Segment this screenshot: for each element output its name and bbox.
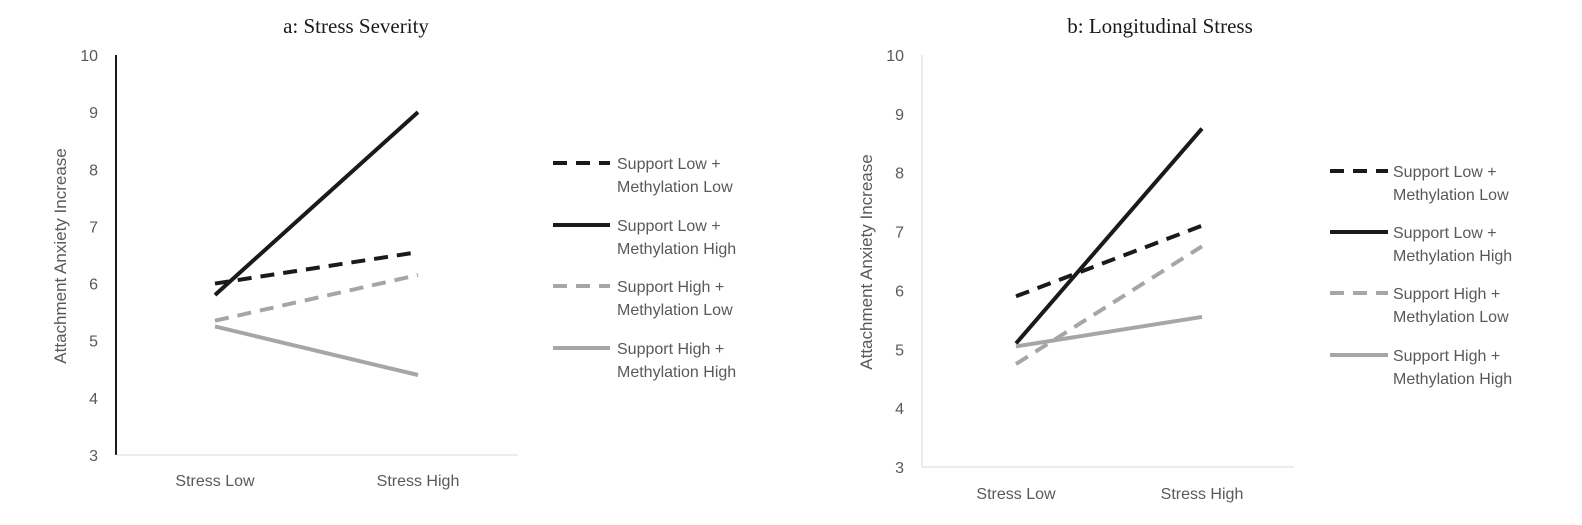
- x-tick-label: Stress High: [1161, 486, 1244, 503]
- y-tick-label: 5: [89, 334, 98, 351]
- y-tick-label: 9: [895, 107, 904, 124]
- legend-label: Methylation Low: [617, 179, 733, 196]
- chart-0: a: Stress Severity 3 4 5 6 7 8 9 10 Attachment An…: [51, 14, 736, 490]
- legend-label: Support Low +: [1393, 164, 1497, 181]
- chart-1: b: Longitudinal Stress 3 4 5 6 7 8 9 10 Attachmen…: [857, 14, 1512, 503]
- legend-label: Methylation High: [1393, 371, 1512, 388]
- series-line-3: [1015, 314, 1203, 349]
- y-tick-label: 9: [89, 105, 98, 122]
- legend-label: Support Low +: [617, 156, 721, 173]
- series-line-1: [213, 110, 420, 297]
- series-line-0: [214, 250, 419, 286]
- series-line-2: [214, 273, 419, 323]
- series-line-3: [214, 324, 419, 377]
- y-tick-label: 3: [895, 460, 904, 477]
- legend-label: Methylation Low: [617, 302, 733, 319]
- y-tick-label: 7: [89, 219, 98, 236]
- y-tick-label: 10: [886, 48, 904, 65]
- legend-label: Methylation Low: [1393, 187, 1509, 204]
- y-tick-label: 8: [895, 166, 904, 183]
- series-line-1: [1014, 127, 1204, 345]
- chart-title: b: Longitudinal Stress: [1067, 14, 1253, 38]
- x-tick-label: Stress Low: [175, 473, 255, 490]
- legend-label: Support High +: [617, 341, 724, 358]
- y-tick-label: 10: [80, 48, 98, 65]
- y-tick-label: 4: [895, 401, 904, 418]
- legend-label: Support High +: [617, 279, 724, 296]
- series-line-0: [1015, 223, 1203, 299]
- y-tick-label: 6: [895, 283, 904, 300]
- x-tick-label: Stress High: [377, 473, 460, 490]
- x-tick-label: Stress Low: [976, 486, 1056, 503]
- legend-label: Methylation High: [1393, 248, 1512, 265]
- y-tick-label: 7: [895, 225, 904, 242]
- y-tick-label: 6: [89, 277, 98, 294]
- legend-label: Support High +: [1393, 286, 1500, 303]
- y-tick-label: 3: [89, 448, 98, 465]
- legend-label: Support High +: [1393, 348, 1500, 365]
- y-tick-label: 4: [89, 391, 98, 408]
- legend-label: Support Low +: [617, 218, 721, 235]
- y-axis-label: Attachment Anxiety Increase: [857, 154, 876, 369]
- y-axis-label: Attachment Anxiety Increase: [51, 148, 70, 363]
- y-tick-label: 8: [89, 162, 98, 179]
- legend-label: Methylation High: [617, 364, 736, 381]
- legend-label: Methylation High: [617, 241, 736, 258]
- legend-label: Support Low +: [1393, 225, 1497, 242]
- series-line-2: [1014, 244, 1204, 366]
- chart-title: a: Stress Severity: [283, 14, 429, 38]
- legend-label: Methylation Low: [1393, 309, 1509, 326]
- y-tick-label: 5: [895, 342, 904, 359]
